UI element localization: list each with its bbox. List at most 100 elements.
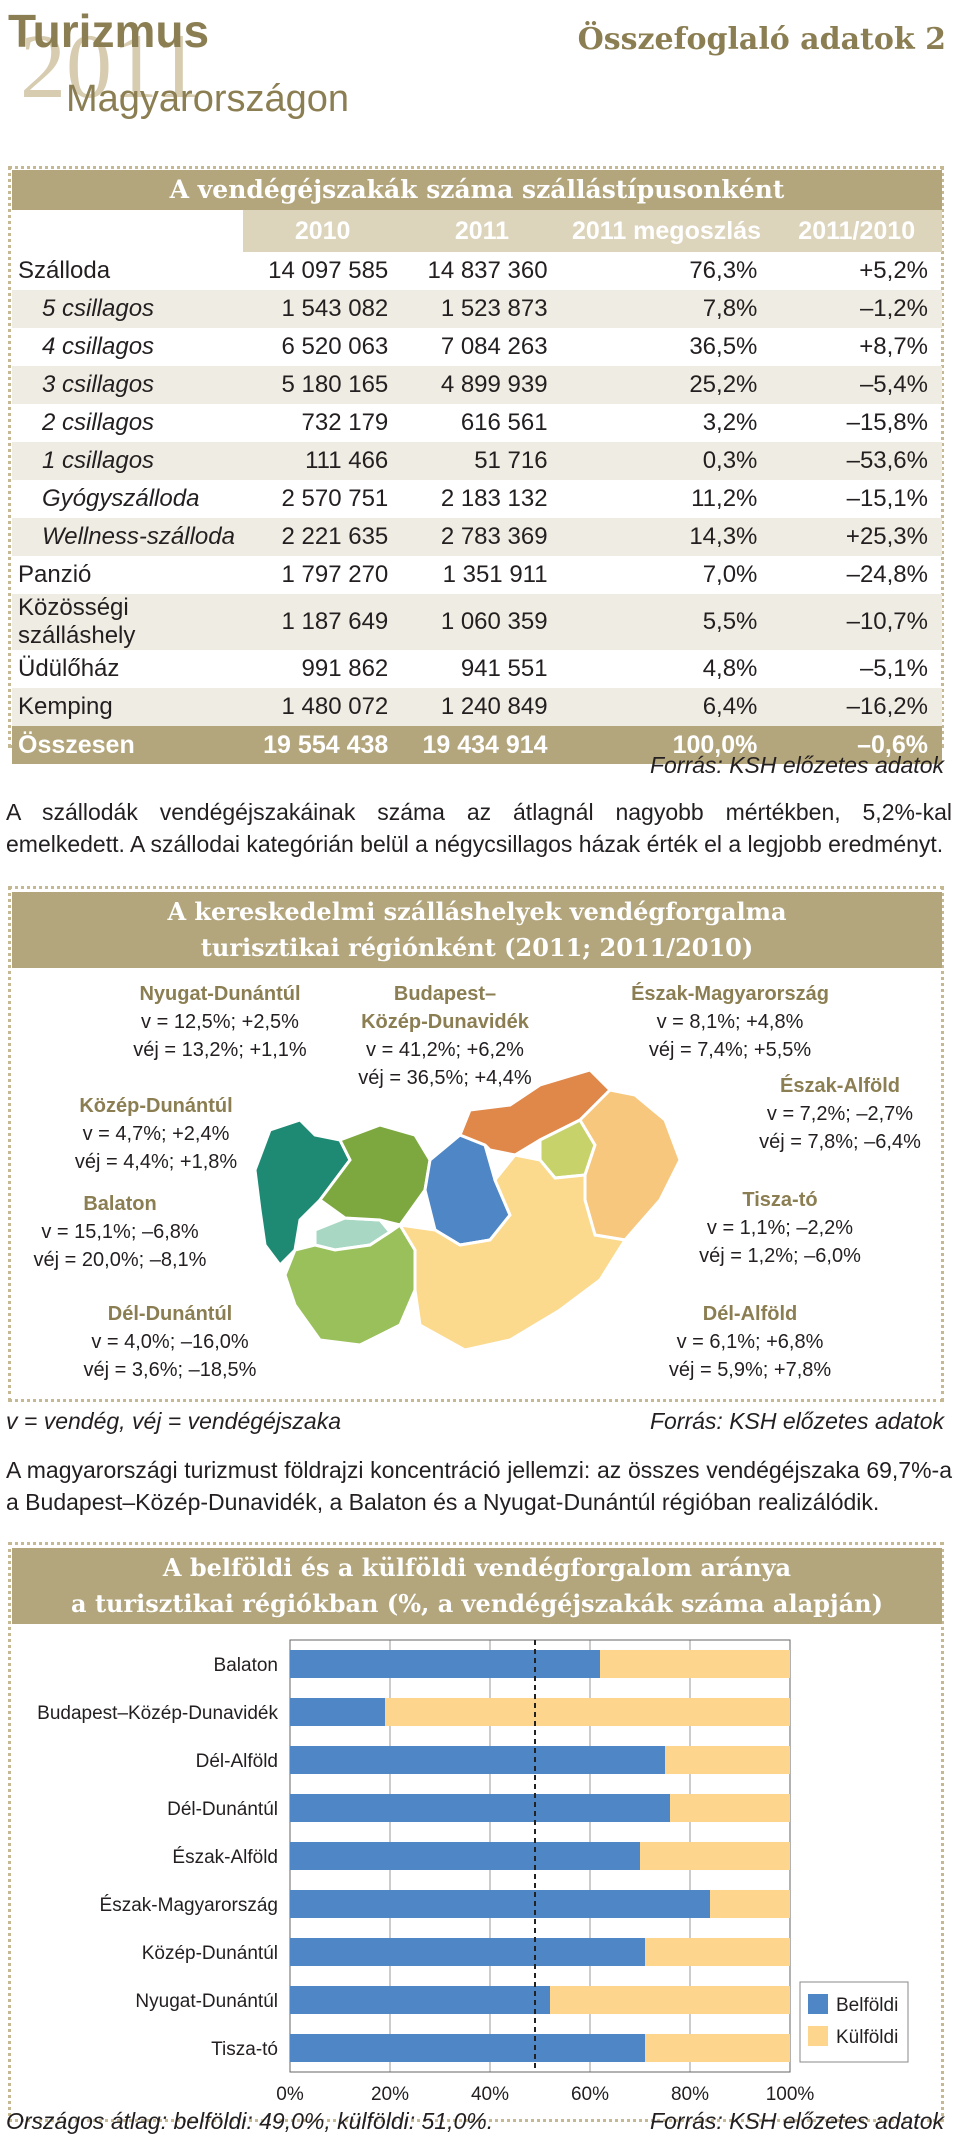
x-tick-label: 80% xyxy=(671,2084,709,2100)
region-label-budapest: Budapest– Közép-Dunavidék v = 41,2%; +6,… xyxy=(320,980,570,1092)
table-row: Üdülőház 991 862 941 551 4,8% –5,1% xyxy=(12,650,942,688)
cell-change: –15,8% xyxy=(846,409,928,436)
cell-share: 36,5% xyxy=(689,333,758,360)
table-row: Wellness-szálloda 2 221 635 2 783 369 14,3%… xyxy=(12,518,942,556)
region-name: Tisza-tó xyxy=(742,1189,818,1211)
row-label: Gyógyszálloda xyxy=(42,485,200,512)
region-name: Budapest– xyxy=(393,983,497,1005)
row-label: Kemping xyxy=(12,688,243,726)
cell-2011: 1 523 873 xyxy=(402,290,562,328)
chart-footer-note: Országos átlag: belföldi: 49,0%, külföld… xyxy=(6,2108,494,2134)
region-label-del-dunantul: Dél-Dunántúl v = 4,0%; –16,0% véj = 3,6%… xyxy=(60,1300,280,1384)
table-row: Közösségi szálláshely 1 187 649 1 060 359 5… xyxy=(12,594,942,650)
map-source: Forrás: KSH előzetes adatok xyxy=(649,1408,944,1434)
cell-2010: 1 480 072 xyxy=(242,688,403,726)
table-total-row: Összesen 19 554 438 19 434 914 100,0% –0,6% xyxy=(12,726,942,764)
cell-2011: 2 183 132 xyxy=(440,485,548,512)
region-name: Közép-Dunántúl xyxy=(79,1095,233,1117)
table-row: 4 csillagos 6 520 063 7 084 263 36,5% +8,7% xyxy=(12,328,942,366)
region-name: Dél-Dunántúl xyxy=(107,1303,233,1325)
header-brand: Turizmus xyxy=(8,5,210,57)
region-vendegejszaka-stat: véj = 4,4%; +1,8% xyxy=(74,1151,238,1173)
region-vendegejszaka-stat: véj = 3,6%; –18,5% xyxy=(83,1359,257,1381)
region-vendeg-stat: v = 12,5%; +2,5% xyxy=(141,1011,299,1033)
region-nyugat-dunantul xyxy=(253,1118,352,1268)
region-vendeg-stat: v = 1,1%; –2,2% xyxy=(706,1217,854,1239)
bar-kulfoldi xyxy=(670,1794,790,1822)
header-year-watermark: 2011 xyxy=(20,15,201,117)
cell-share: 11,2% xyxy=(691,485,758,512)
cell-2011: 51 716 xyxy=(402,442,562,480)
chart-title-line2: a turisztikai régiókban (%, a vendégéjsz… xyxy=(71,1589,883,1618)
bar-kulfoldi xyxy=(600,1650,790,1678)
region-name: Balaton xyxy=(83,1193,157,1215)
category-label: Közép-Dunántúl xyxy=(142,1943,278,1964)
cell-2011: 616 561 xyxy=(460,409,548,436)
cell-2010: 5 180 165 xyxy=(242,366,403,404)
cell-2011: 4 899 939 xyxy=(402,366,562,404)
region-kozep-dunantul xyxy=(317,1123,432,1227)
cell-change: –16,2% xyxy=(771,688,942,726)
cell-2010: 14 097 585 xyxy=(268,257,389,284)
region-name: Nyugat-Dunántúl xyxy=(139,983,301,1005)
bar-belfoldi xyxy=(290,1986,550,2014)
accommodation-table: 2010 2011 2011 megoszlás 2011/2010 Száll… xyxy=(12,210,942,764)
column-header xyxy=(12,210,243,252)
cell-2010: 1 543 082 xyxy=(242,290,403,328)
cell-2010: 19 554 438 xyxy=(242,726,403,764)
column-header: 2011/2010 xyxy=(771,210,942,252)
cell-change: –5,1% xyxy=(859,655,928,682)
region-vendegejszaka-stat: véj = 1,2%; –6,0% xyxy=(699,1245,861,1267)
bar-belfoldi xyxy=(290,1698,385,1726)
cell-share: 6,4% xyxy=(561,688,772,726)
cell-2010: 2 221 635 xyxy=(242,518,403,556)
region-vendeg-stat: v = 41,2%; +6,2% xyxy=(366,1039,524,1061)
bar-belfoldi xyxy=(290,1746,665,1774)
cell-share: 5,5% xyxy=(561,594,772,650)
chart-section-title: A belföldi és a külföldi vendégforgalom … xyxy=(12,1548,942,1624)
cell-share: 4,8% xyxy=(702,655,758,682)
cell-2010: 1 797 270 xyxy=(281,561,389,588)
cell-change: +5,2% xyxy=(859,257,928,284)
cell-2011: 19 434 914 xyxy=(402,726,562,764)
row-label: Szálloda xyxy=(18,257,111,284)
cell-share: 7,0% xyxy=(702,561,758,588)
category-label: Észak-Alföld xyxy=(172,1847,278,1868)
category-label: Nyugat-Dunántúl xyxy=(135,1991,278,2012)
row-label: Közösségi szálláshely xyxy=(12,594,243,650)
cell-2011: 7 084 263 xyxy=(440,333,548,360)
table-row: Kemping 1 480 072 1 240 849 6,4% –16,2% xyxy=(12,688,942,726)
cell-2011: 14 837 360 xyxy=(427,257,548,284)
map-title-line1: A kereskedelmi szálláshelyek vendégforga… xyxy=(167,897,787,926)
bar-belfoldi xyxy=(290,1890,710,1918)
region-vendeg-stat: v = 7,2%; –2,7% xyxy=(766,1103,914,1125)
region-label-kozep-dunantul: Közép-Dunántúl v = 4,7%; +2,4% véj = 4,4… xyxy=(46,1092,266,1176)
column-header: 2011 megoszlás xyxy=(561,210,772,252)
region-label-nyugat-dunantul: Nyugat-Dunántúl v = 12,5%; +2,5% véj = 1… xyxy=(100,980,340,1064)
page-title: Összefoglaló adatok 2 xyxy=(577,22,946,57)
row-label: 1 csillagos xyxy=(12,442,243,480)
x-tick-label: 0% xyxy=(276,2084,304,2100)
cell-share: 100,0% xyxy=(561,726,772,764)
bar-kulfoldi xyxy=(645,2034,790,2062)
category-label: Tisza-tó xyxy=(211,2039,278,2060)
region-vendeg-stat: v = 4,7%; +2,4% xyxy=(82,1123,230,1145)
cell-change: –0,6% xyxy=(771,726,942,764)
bar-belfoldi xyxy=(290,2034,645,2062)
hungary-region-map xyxy=(253,1068,682,1352)
cell-share: 25,2% xyxy=(561,366,772,404)
table-row: Szálloda 14 097 585 14 837 360 76,3% +5,2% xyxy=(12,252,942,290)
cell-2010: 6 520 063 xyxy=(281,333,389,360)
stacked-bar-chart: 0% 20% 40% 60% 80% 100% Balaton Budapest–Közép-… xyxy=(37,1639,909,2100)
row-label: 3 csillagos xyxy=(12,366,243,404)
cell-2011: 1 240 849 xyxy=(402,688,562,726)
region-name: Észak-Alföld xyxy=(779,1075,901,1097)
cell-change: –24,8% xyxy=(846,561,928,588)
cell-change: +8,7% xyxy=(859,333,928,360)
cell-change: +25,3% xyxy=(771,518,942,556)
cell-2011: 1 351 911 xyxy=(442,561,548,588)
map-title-line2: turisztikai régiónként (2011; 2011/2010) xyxy=(200,933,754,962)
bar-kulfoldi xyxy=(640,1842,790,1870)
column-header: 2010 xyxy=(242,210,403,252)
region-label-del-alfold: Dél-Alföld v = 6,1%; +6,8% véj = 5,9%; +… xyxy=(640,1300,860,1384)
